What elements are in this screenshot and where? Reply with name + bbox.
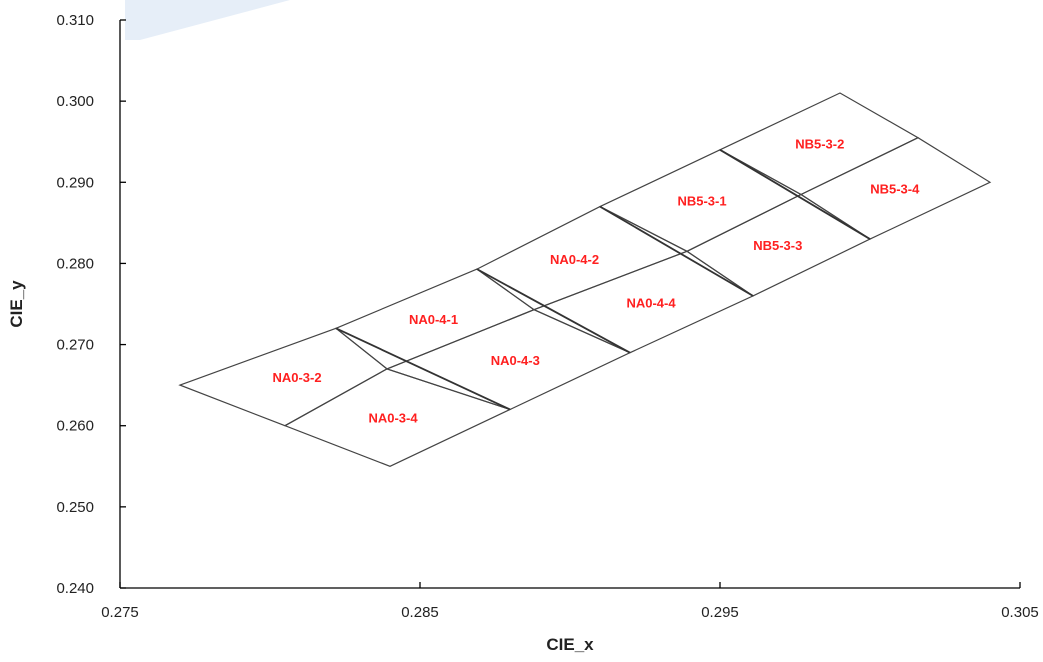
bin-label: NA0-4-1 [409,312,458,327]
x-tick-label: 0.305 [1001,604,1039,621]
bin-labels-layer: NA0-3-2 NA0-3-4 NA0-4-1 NA0-4-3 NA0-4-2 NA0-4… [272,137,920,426]
bin-group-divider [335,327,511,411]
x-tick-label: 0.285 [401,604,439,621]
y-tick-label: 0.310 [56,12,94,29]
bin-group-divider [476,268,631,354]
x-tick-label: 0.275 [101,604,139,621]
bin-group-divider [599,205,754,297]
bin-group-divider [719,149,871,240]
y-ticks-layer: 0.240 0.250 0.260 0.270 0.280 0.290 0.300 0.310 [56,12,126,597]
y-tick-label: 0.300 [56,93,94,110]
bin-nb5-3-4 [799,137,992,240]
y-tick-label: 0.290 [56,174,94,191]
axes-layer [119,20,1020,589]
bin-label: NA0-4-3 [491,353,540,368]
y-tick-label: 0.260 [56,418,94,435]
bin-label: NB5-3-2 [795,137,844,152]
x-tick-label: 0.295 [701,604,739,621]
bin-label: NA0-4-4 [626,295,676,310]
bin-label: NA0-3-2 [272,370,321,385]
bin-label: NA0-4-2 [550,252,599,267]
y-tick-label: 0.280 [56,255,94,272]
y-tick-label: 0.270 [56,337,94,354]
bin-label: NB5-3-3 [753,238,802,253]
y-tick-label: 0.250 [56,499,94,516]
y-tick-label: 0.240 [56,580,94,597]
bins-layer [178,92,992,467]
watermark-shape [125,0,290,40]
x-axis-title: CIE_x [546,635,594,654]
x-ticks-layer: 0.275 0.285 0.295 0.305 [101,582,1039,621]
bin-label: NA0-3-4 [368,411,418,426]
bin-label: NB5-3-1 [677,194,726,209]
dividers-layer [335,149,871,411]
y-axis-title: CIE_y [7,280,26,328]
bin-label: NB5-3-4 [870,181,920,196]
